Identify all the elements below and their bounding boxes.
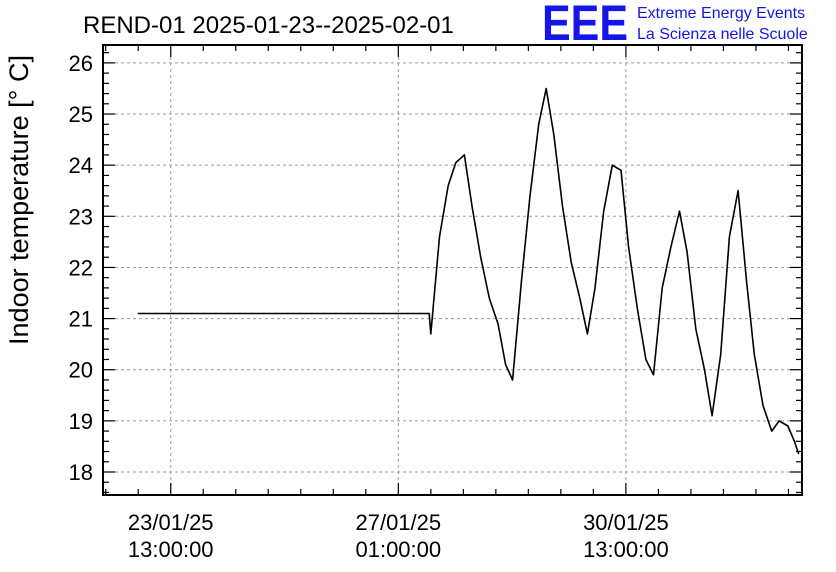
series-layer: [137, 87, 800, 455]
y-tick-label: 24: [69, 153, 93, 178]
y-tick-labels: 18 19 20 21 22 23 24 25 26: [69, 51, 93, 485]
y-tick-label: 23: [69, 204, 93, 229]
logo-line-1: Extreme Energy Events: [637, 5, 805, 22]
grid: [103, 45, 802, 495]
x-tick-label-time: 13:00:00: [128, 537, 214, 562]
x-tick-labels: 23/01/2513:00:0027/01/2501:00:0030/01/25…: [128, 510, 669, 562]
eee-logo-mark: EEE: [542, 0, 628, 51]
y-tick-label: 18: [69, 460, 93, 485]
y-axis-label: Indoor temperature [° C]: [4, 55, 34, 345]
x-tick-label-date: 27/01/25: [355, 510, 441, 535]
y-tick-label: 26: [69, 51, 93, 76]
y-tick-label: 22: [69, 255, 93, 280]
x-tick-label-time: 01:00:00: [355, 537, 441, 562]
logo-line-2: La Scienza nelle Scuole: [637, 26, 808, 43]
y-tick-label: 21: [69, 307, 93, 332]
chart-title: REND-01 2025-01-23--2025-02-01: [83, 12, 454, 39]
x-tick-label-time: 13:00:00: [583, 537, 669, 562]
axis-ticks: [103, 45, 802, 495]
x-tick-label-date: 23/01/25: [128, 510, 214, 535]
x-tick-label-date: 30/01/25: [583, 510, 669, 535]
temperature-series-line: [137, 87, 800, 455]
eee-logo: EEE Extreme Energy Events La Scienza nel…: [542, 0, 808, 51]
y-tick-label: 19: [69, 409, 93, 434]
y-tick-label: 25: [69, 102, 93, 127]
plot-frame: [102, 44, 803, 496]
y-tick-label: 20: [69, 358, 93, 383]
